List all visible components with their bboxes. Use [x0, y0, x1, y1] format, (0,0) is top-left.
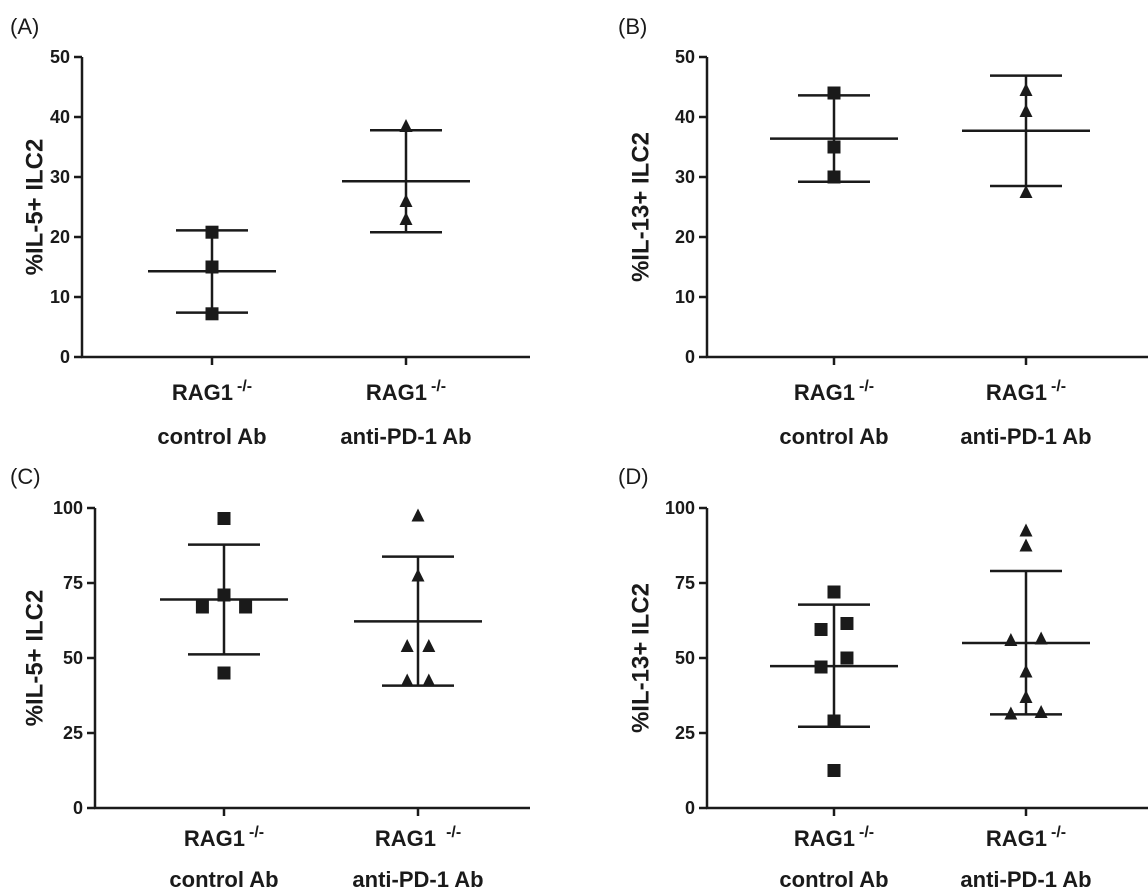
x-tick-label-line1: RAG1 -/-	[794, 824, 874, 851]
data-point-triangle	[400, 673, 414, 687]
x-tick-label-line2: control Ab	[779, 424, 888, 449]
y-tick-label: 50	[675, 47, 695, 67]
data-point-triangle	[1019, 664, 1033, 678]
data-point-square	[827, 714, 841, 728]
y-tick-label: 25	[675, 723, 695, 743]
data-point-square	[827, 764, 841, 777]
panel-d: (D) 0 25 50 75 100 %IL-13+ ILC2 RAG1 -/- control …	[618, 464, 1148, 890]
x-tick-label-line1: RAG1 -/-	[794, 378, 874, 405]
y-axis-label: %IL-13+ ILC2	[627, 583, 654, 733]
x-tick-label-line1: RAG1 -/-	[366, 378, 446, 405]
y-tick-label: 20	[50, 227, 70, 247]
y-tick-label: 25	[63, 723, 83, 743]
x-tick-label-line1: RAG1 -/-	[184, 824, 264, 851]
data-point-triangle	[1019, 83, 1033, 96]
data-point-square	[827, 86, 841, 100]
data-point-square	[205, 260, 219, 274]
y-tick-label: 100	[665, 498, 695, 518]
x-tick-label-line2: anti-PD-1 Ab	[960, 867, 1091, 890]
panel-label: (B)	[618, 14, 647, 39]
data-point-square	[205, 225, 219, 239]
data-point-triangle	[422, 673, 436, 687]
y-tick-label: 40	[50, 107, 70, 127]
x-tick-label-line2: control Ab	[157, 424, 266, 449]
panel-label: (A)	[10, 14, 39, 39]
data-point-triangle	[1004, 633, 1018, 646]
y-tick-label: 30	[50, 167, 70, 187]
x-tick-label-line2: anti-PD-1 Ab	[352, 867, 483, 890]
panel-label: (C)	[10, 464, 41, 489]
data-point-square	[195, 600, 209, 614]
y-tick-label: 10	[50, 287, 70, 307]
data-point-triangle	[1019, 523, 1033, 537]
data-point-square	[814, 660, 828, 674]
y-axis-label: %IL-13+ ILC2	[627, 132, 654, 282]
data-point-triangle	[399, 212, 413, 225]
y-tick-label: 75	[675, 573, 695, 593]
data-point-square	[205, 307, 219, 321]
x-tick-label-line1: RAG1 -/-	[375, 824, 461, 851]
panel-a: (A) 0 10 20 30 40 50 %IL-5+ ILC2 RAG1 -/- control …	[10, 14, 530, 449]
data-point-triangle	[1034, 631, 1048, 645]
data-point-square	[239, 600, 253, 614]
y-tick-label: 0	[685, 798, 695, 818]
data-point-square	[840, 617, 854, 630]
x-tick-label-line2: anti-PD-1 Ab	[340, 424, 471, 449]
x-tick-label-line2: control Ab	[169, 867, 278, 890]
data-point-triangle	[399, 194, 413, 207]
y-tick-label: 40	[675, 107, 695, 127]
y-axis-label: %IL-5+ ILC2	[21, 590, 48, 727]
panel-c: (C) 0 25 50 75 100 %IL-5+ ILC2 RAG1 -/- control A…	[10, 464, 530, 890]
panel-b: (B) 0 10 20 30 40 50 %IL-13+ ILC2 RAG1 -/- control…	[618, 14, 1148, 449]
data-point-triangle	[1034, 705, 1048, 718]
data-point-triangle	[400, 639, 414, 652]
data-point-triangle	[411, 568, 425, 582]
y-tick-label: 0	[685, 347, 695, 367]
y-tick-label: 50	[675, 648, 695, 668]
data-point-triangle	[1004, 706, 1018, 720]
data-point-square	[827, 140, 841, 154]
x-tick-label-line1: RAG1 -/-	[172, 378, 252, 405]
y-tick-label: 0	[60, 347, 70, 367]
data-point-square	[827, 170, 841, 184]
data-point-triangle	[1019, 104, 1033, 117]
y-tick-label: 0	[73, 798, 83, 818]
data-point-triangle	[1019, 538, 1033, 552]
data-point-triangle	[422, 639, 436, 652]
panel-label: (D)	[618, 464, 649, 489]
y-tick-label: 30	[675, 167, 695, 187]
x-tick-label-line1: RAG1 -/-	[986, 378, 1066, 405]
data-point-triangle	[399, 119, 413, 132]
x-tick-label-line2: anti-PD-1 Ab	[960, 424, 1091, 449]
data-point-square	[814, 623, 828, 636]
y-tick-label: 20	[675, 227, 695, 247]
y-tick-label: 100	[53, 498, 83, 518]
y-tick-label: 10	[675, 287, 695, 307]
data-point-triangle	[1019, 690, 1033, 703]
y-tick-label: 50	[63, 648, 83, 668]
data-point-square	[217, 666, 231, 680]
data-point-triangle	[411, 508, 425, 522]
y-axis-label: %IL-5+ ILC2	[21, 139, 48, 276]
x-tick-label-line2: control Ab	[779, 867, 888, 890]
data-point-square	[827, 585, 841, 599]
data-point-square	[217, 588, 231, 602]
data-point-square	[840, 651, 854, 665]
y-tick-label: 75	[63, 573, 83, 593]
x-tick-label-line1: RAG1 -/-	[986, 824, 1066, 851]
data-point-triangle	[1019, 185, 1033, 198]
y-tick-label: 50	[50, 47, 70, 67]
data-point-square	[217, 512, 231, 525]
